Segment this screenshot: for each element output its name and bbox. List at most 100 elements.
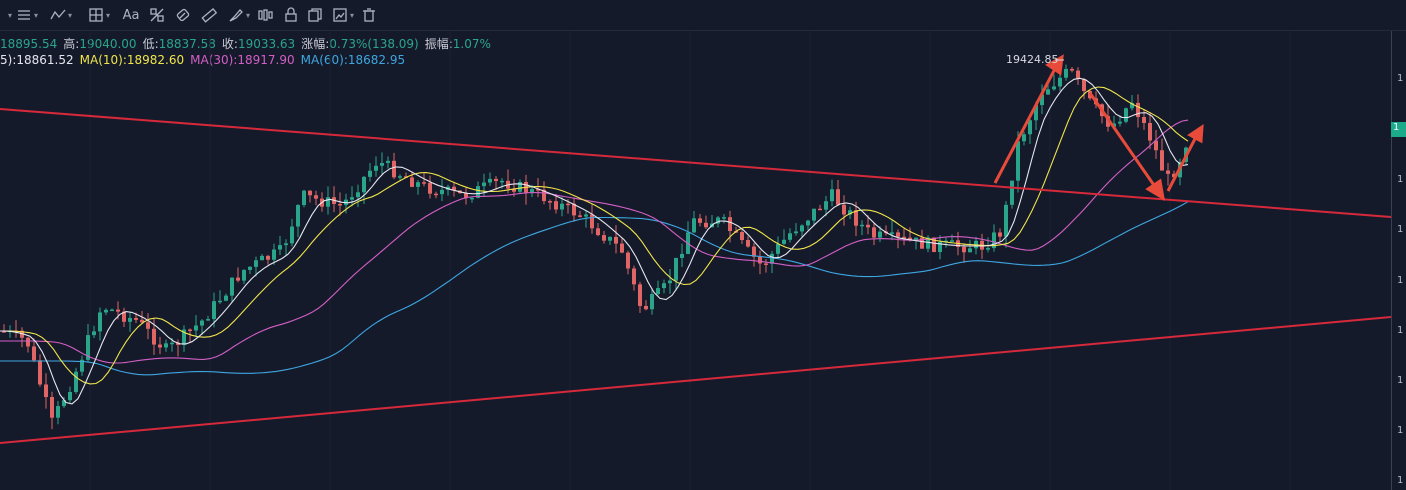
candle-body — [1052, 86, 1056, 90]
candle-body — [98, 312, 102, 332]
candle-body — [530, 189, 534, 194]
candle-body — [926, 237, 930, 249]
candle-body — [392, 160, 396, 178]
candle-body — [830, 189, 834, 202]
trash-icon[interactable] — [360, 5, 378, 25]
candle-body — [842, 204, 846, 215]
candle-body — [872, 227, 876, 238]
candle-body — [50, 397, 54, 418]
candle-body — [470, 197, 474, 200]
candle-body — [254, 260, 258, 267]
upper-trendline — [0, 108, 1391, 218]
candle-body — [26, 337, 30, 347]
candle-body — [452, 186, 456, 191]
text-tool-label: Aa — [122, 7, 140, 23]
candle-body — [188, 329, 192, 332]
screenshot-icon[interactable]: ▾ — [332, 5, 354, 25]
candle-body — [410, 177, 414, 187]
copy-icon[interactable] — [306, 5, 324, 25]
candle-body — [542, 189, 546, 202]
candle-body — [914, 237, 918, 241]
candle-body — [560, 203, 564, 210]
candle-body — [776, 243, 780, 254]
candle-body — [620, 243, 624, 253]
candle-body — [1064, 68, 1068, 78]
candle-body — [134, 317, 138, 320]
candle-body — [794, 231, 798, 234]
candle-body — [146, 322, 150, 329]
candle-body — [428, 182, 432, 194]
candle-body — [788, 233, 792, 240]
arrow-down-head — [1145, 178, 1166, 201]
candle-body — [866, 224, 870, 228]
candle-body — [716, 217, 720, 224]
candle-body — [968, 248, 972, 253]
candle-body — [380, 162, 384, 166]
candle-body — [674, 257, 678, 281]
candle-body — [1070, 68, 1074, 71]
candle-body — [434, 193, 438, 196]
candle-body — [38, 360, 42, 385]
change-value: 0.73%(138.09) — [329, 37, 419, 51]
ma5-value: 5):18861.52 — [0, 53, 74, 67]
candle-body — [128, 317, 132, 322]
candle-body — [818, 208, 822, 211]
chevron-down-icon[interactable]: ▾ — [7, 10, 12, 20]
candle-body — [1040, 94, 1044, 106]
crosshair-grid-icon[interactable]: ▾ — [88, 5, 110, 25]
eraser-icon[interactable] — [174, 5, 192, 25]
candle-body — [116, 309, 120, 312]
candle-body — [1148, 122, 1152, 141]
bars-icon[interactable] — [256, 5, 274, 25]
candle-body — [182, 329, 186, 345]
candle-body — [440, 189, 444, 195]
ruler-icon[interactable] — [200, 5, 218, 25]
candle-body — [608, 236, 612, 241]
candle-body — [998, 232, 1002, 237]
trend-tool-icon[interactable]: ▾ — [50, 5, 72, 25]
arrow-down — [1088, 92, 1160, 192]
ma-line-3 — [0, 77, 1189, 405]
candle-body — [656, 288, 660, 295]
candle-body — [308, 190, 312, 196]
candle-body — [782, 239, 786, 244]
pattern-tool-icon[interactable] — [148, 5, 166, 25]
candle-body — [992, 232, 996, 249]
candle-body — [212, 301, 216, 320]
candle-body — [1034, 105, 1038, 121]
candle-body — [62, 400, 66, 407]
lower-trendline — [0, 316, 1391, 444]
candle-body — [74, 371, 78, 392]
axis-tick: 1 — [1397, 174, 1404, 185]
candle-body — [836, 189, 840, 205]
candle-body — [56, 406, 60, 418]
candle-body — [770, 253, 774, 264]
candle-body — [476, 186, 480, 198]
candle-body — [416, 182, 420, 187]
candlestick-chart[interactable]: 19424.85 — [0, 31, 1391, 490]
candle-body — [1046, 89, 1050, 95]
candle-body — [950, 240, 954, 242]
candle-body — [482, 182, 486, 187]
candle-body — [374, 165, 378, 171]
candle-body — [278, 245, 282, 250]
candle-body — [698, 218, 702, 223]
lock-icon[interactable] — [282, 5, 300, 25]
candle-body — [758, 256, 762, 264]
list-lines-icon[interactable]: ▾ — [18, 10, 39, 20]
price-axis[interactable]: 1 1 1 1 1 1 1 1 — [1391, 31, 1406, 490]
candle-body — [650, 294, 654, 310]
candle-body — [464, 193, 468, 198]
candle-body — [854, 210, 858, 226]
candle-body — [806, 220, 810, 226]
candle-body — [566, 203, 570, 206]
brush-icon[interactable]: ▾ — [228, 5, 250, 25]
axis-tick: 1 — [1397, 475, 1404, 486]
candle-body — [590, 214, 594, 229]
candle-body — [800, 225, 804, 232]
arrow-up-2-head — [1187, 124, 1204, 144]
candle-body — [878, 231, 882, 238]
candle-body — [1154, 140, 1158, 151]
candle-body — [290, 226, 294, 244]
text-tool-icon[interactable]: Aa — [122, 5, 140, 25]
